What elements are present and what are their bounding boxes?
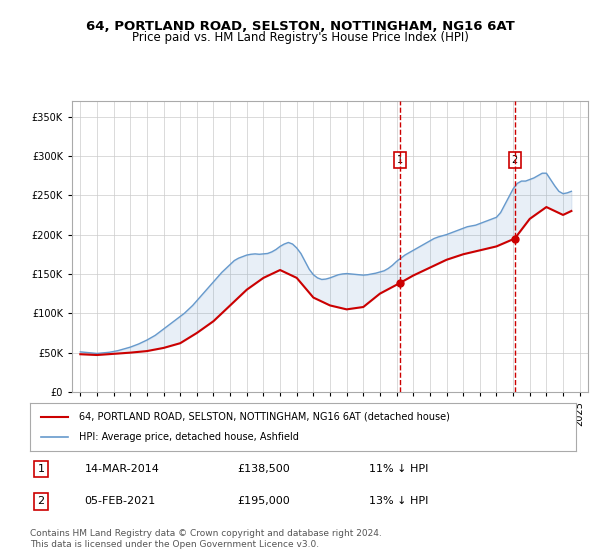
Text: 11% ↓ HPI: 11% ↓ HPI: [368, 464, 428, 474]
Text: £195,000: £195,000: [238, 496, 290, 506]
Text: Contains HM Land Registry data © Crown copyright and database right 2024.
This d: Contains HM Land Registry data © Crown c…: [30, 529, 382, 549]
Text: 64, PORTLAND ROAD, SELSTON, NOTTINGHAM, NG16 6AT: 64, PORTLAND ROAD, SELSTON, NOTTINGHAM, …: [86, 20, 514, 32]
Text: 64, PORTLAND ROAD, SELSTON, NOTTINGHAM, NG16 6AT (detached house): 64, PORTLAND ROAD, SELSTON, NOTTINGHAM, …: [79, 412, 450, 422]
Text: HPI: Average price, detached house, Ashfield: HPI: Average price, detached house, Ashf…: [79, 432, 299, 442]
Text: £138,500: £138,500: [238, 464, 290, 474]
Text: 13% ↓ HPI: 13% ↓ HPI: [368, 496, 428, 506]
Text: 2: 2: [37, 496, 44, 506]
Text: 1: 1: [397, 155, 403, 165]
Text: 1: 1: [37, 464, 44, 474]
Text: 2: 2: [512, 155, 518, 165]
Text: 14-MAR-2014: 14-MAR-2014: [85, 464, 160, 474]
Text: 05-FEB-2021: 05-FEB-2021: [85, 496, 156, 506]
Text: Price paid vs. HM Land Registry's House Price Index (HPI): Price paid vs. HM Land Registry's House …: [131, 31, 469, 44]
